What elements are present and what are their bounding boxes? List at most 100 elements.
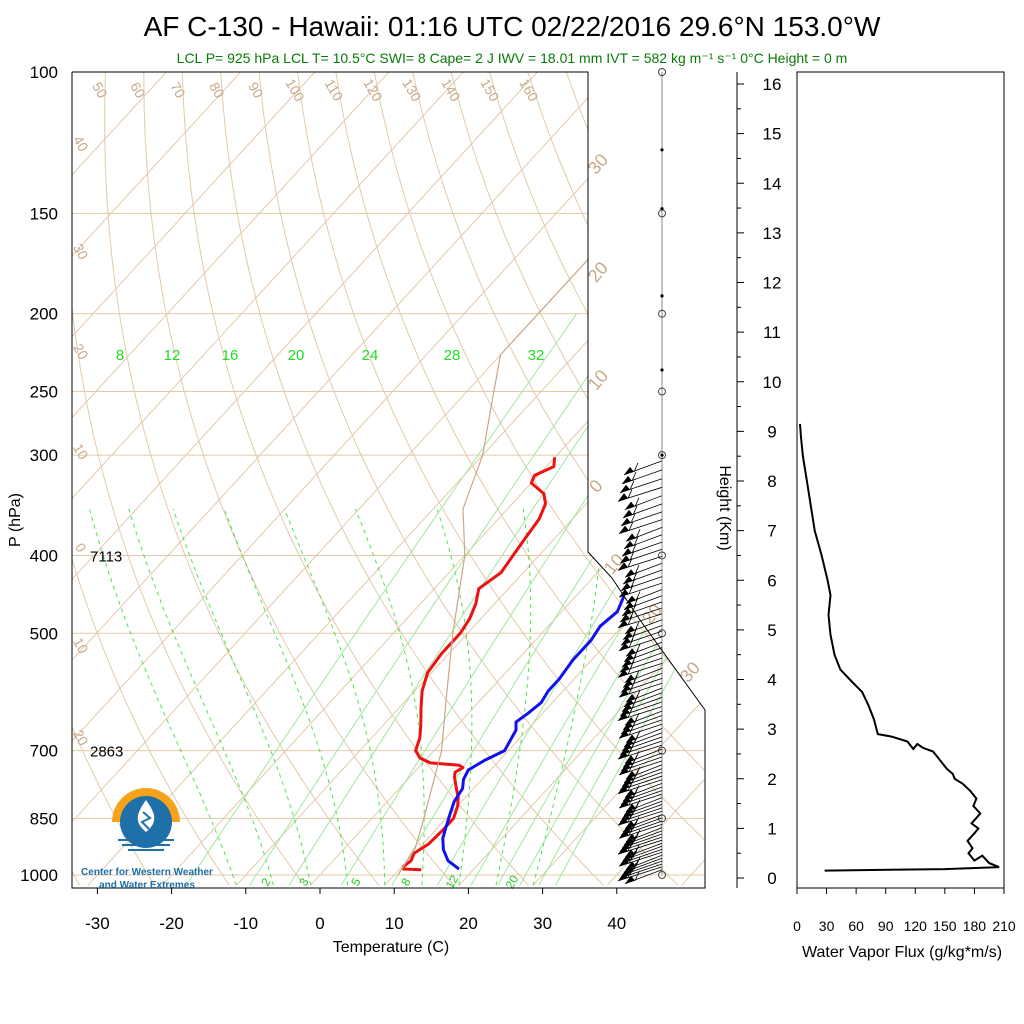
skew-t-frame [71, 71, 706, 889]
wind-feather [634, 621, 640, 631]
mixing-ratio-bottom-label: 5 [348, 875, 364, 888]
y-tick-label: 500 [30, 624, 58, 643]
wind-feather [634, 565, 640, 575]
dry-adiabat [412, 72, 705, 886]
isotherm [384, 72, 705, 886]
moist-adiabat [532, 508, 605, 886]
wind-feather [631, 835, 637, 846]
height-label: 7113 [90, 548, 122, 565]
dry-adiabat-label: 90 [245, 79, 267, 101]
wind-feather [634, 871, 640, 881]
dry-adiabat [604, 72, 705, 886]
wind-feather [627, 781, 633, 791]
wind-level-circle [658, 68, 666, 76]
wind-feather [635, 799, 641, 809]
wind-feather [632, 627, 638, 637]
dry-adiabat-label: 110 [321, 76, 346, 104]
wind-pennant [618, 619, 628, 628]
isotherm [458, 72, 705, 886]
wind-pennant [620, 555, 630, 564]
wind-feather [633, 462, 639, 473]
isotherm [87, 72, 705, 886]
wind-pennant [618, 785, 628, 794]
dry-adiabat-label: 60 [127, 79, 149, 101]
wind-pennant [624, 466, 634, 475]
x-tick-label: -30 [85, 914, 110, 933]
flux-line [799, 423, 1000, 872]
dry-adiabat [758, 72, 1024, 885]
wind-pennant [625, 717, 635, 726]
wind-feather [627, 489, 633, 499]
wind-level-circle [658, 309, 666, 318]
wind-feather [629, 809, 635, 820]
flux-x-tick-label: 30 [819, 918, 835, 934]
dry-adiabat [72, 72, 305, 886]
wind-level-circle [658, 387, 666, 396]
wind-feather [631, 603, 637, 614]
height-axis-label: Height (Km) [716, 465, 733, 550]
mixing-ratio-line [249, 313, 631, 886]
chart-subtitle: LCL P= 925 hPa LCL T= 10.5°C SWI= 8 Cape… [177, 50, 848, 66]
x-axis-label: Temperature (C) [333, 939, 449, 956]
height-tick-label: 11 [763, 323, 781, 342]
isotherm [235, 72, 705, 886]
isotherm [756, 72, 1024, 885]
wind-feather [633, 832, 639, 842]
dry-adiabat [72, 72, 230, 886]
dry-adiabat [642, 72, 705, 886]
y-tick-label: 100 [30, 63, 58, 82]
flux-frame [796, 71, 1005, 889]
wind-pennant [621, 582, 631, 591]
wind-feather [628, 854, 634, 864]
dry-adiabat [720, 72, 1024, 885]
x-tick-label: 10 [385, 914, 404, 933]
y-tick-label: 1000 [20, 866, 58, 885]
wind-feather [628, 584, 634, 595]
flux-x-tick-label: 120 [904, 918, 928, 934]
cw3e-logo: Center for Western Weather and Water Ext… [81, 788, 213, 891]
height-label: 2863 [90, 744, 123, 761]
moist-adiabat [354, 508, 425, 886]
wind-feather [635, 829, 641, 839]
moist-adiabat [223, 508, 349, 886]
wind-pennant [621, 637, 631, 646]
dry-adiabat-left-label: 20 [70, 727, 92, 749]
wind-feather [628, 795, 634, 806]
wind-level-circle [658, 451, 666, 460]
wind-pennant [625, 625, 635, 634]
wind-pennant [620, 708, 630, 717]
mixing-ratio-label: 20 [288, 347, 305, 364]
isotherm-label: 30 [676, 658, 704, 686]
mixing-ratio-bottom-label: 3 [296, 875, 312, 888]
wind-pennant [626, 648, 636, 657]
wind-feather [632, 848, 638, 858]
mixing-ratio-label: 16 [222, 347, 239, 364]
mixing-ratio-line [470, 313, 705, 886]
wind-feather [628, 726, 634, 736]
isotherm [72, 72, 316, 886]
moist-adiabat [283, 508, 386, 886]
wind-feather [629, 838, 635, 849]
wind-pennant [623, 509, 633, 518]
wind-pennant [622, 548, 632, 557]
wind-feather [630, 823, 636, 833]
dry-adiabat [489, 72, 705, 886]
wind-pennant [623, 631, 633, 640]
dry-adiabat [104, 72, 380, 886]
height-tick-label: 12 [763, 274, 782, 293]
wind-dot [660, 207, 664, 211]
mixing-ratio-label: 8 [116, 347, 124, 364]
isotherm [72, 72, 390, 886]
x-tick-label: -10 [234, 914, 259, 933]
wind-pennant [618, 493, 628, 502]
isotherm [72, 72, 538, 886]
chart-title: AF C-130 - Hawaii: 01:16 UTC 02/22/2016 … [144, 11, 881, 42]
dry-adiabat [258, 72, 679, 886]
height-tick-label: 9 [767, 422, 776, 441]
x-tick-label: -20 [159, 914, 184, 933]
wind-pennant [619, 830, 629, 839]
height-tick-label: 15 [763, 125, 782, 144]
dry-adiabat [297, 72, 705, 886]
wind-feather [627, 708, 633, 718]
